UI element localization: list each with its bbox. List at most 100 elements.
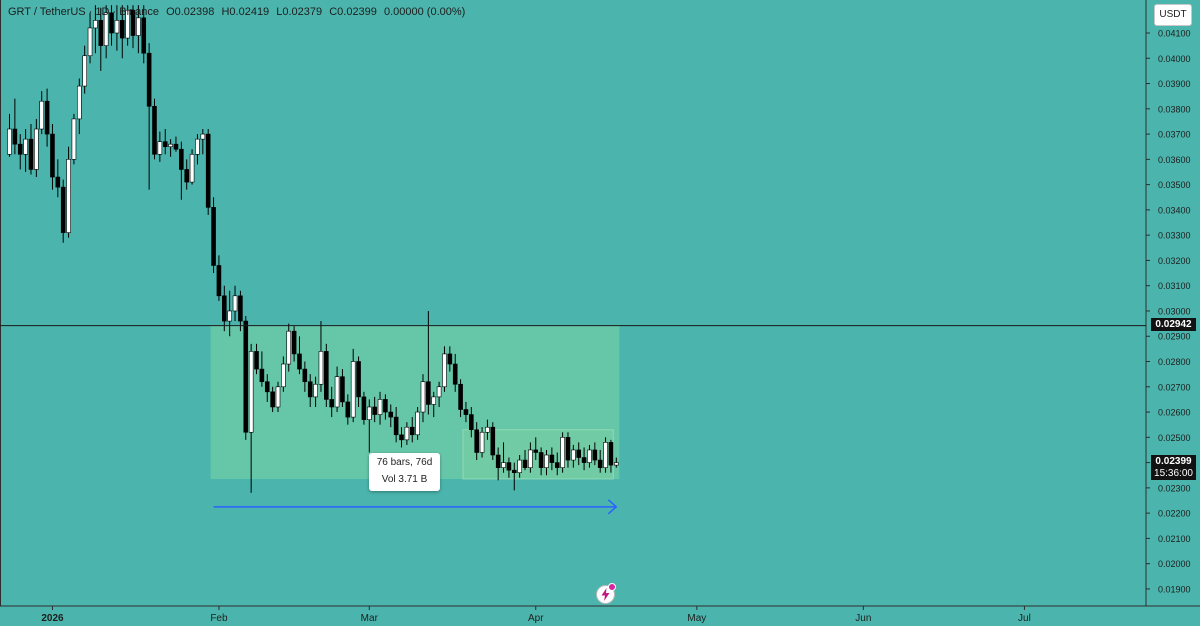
candle	[93, 5, 98, 54]
candle-body	[189, 153, 195, 183]
candle	[34, 118, 39, 178]
candle	[549, 447, 555, 471]
candle	[506, 457, 512, 478]
candle-body	[479, 431, 485, 453]
y-tick-label: 0.02700	[1158, 382, 1191, 392]
candle-body	[528, 449, 533, 468]
flash-icon[interactable]	[596, 583, 616, 604]
candle	[243, 316, 249, 440]
candle	[297, 336, 302, 375]
candle-body	[324, 351, 329, 400]
candle	[383, 394, 388, 420]
candle-body	[302, 368, 308, 383]
candle-body	[399, 434, 404, 441]
candle	[254, 343, 259, 375]
candle-body	[297, 353, 302, 370]
candle-body	[152, 105, 157, 155]
candle-body	[377, 399, 383, 415]
y-tick-label: 0.02300	[1158, 483, 1191, 493]
candle	[399, 427, 404, 448]
candle-body	[103, 12, 109, 46]
candle	[393, 406, 399, 443]
x-tick-label: Jun	[855, 613, 871, 624]
price-axis-panel[interactable]	[1146, 0, 1200, 606]
candle	[442, 346, 447, 392]
candle-body	[157, 141, 163, 155]
candle	[23, 129, 28, 172]
y-tick-label: 0.03800	[1158, 104, 1191, 114]
x-tick-label: Feb	[210, 613, 228, 624]
candle	[571, 444, 576, 468]
candle-body	[517, 459, 522, 473]
candle-body	[211, 207, 216, 266]
candle-body	[350, 361, 356, 418]
y-tick-label: 0.03200	[1158, 256, 1191, 266]
y-tick-label: 0.02800	[1158, 357, 1191, 367]
open-value: O0.02398	[166, 6, 215, 18]
candle-body	[216, 265, 222, 297]
candle	[248, 343, 254, 493]
candle-body	[511, 469, 517, 473]
y-tick-label: 0.02100	[1158, 534, 1191, 544]
candle	[270, 386, 275, 413]
symbol-label[interactable]: GRT / TetherUS · 1D · Binance	[8, 6, 160, 18]
candle-body	[109, 12, 114, 34]
candle-body	[603, 442, 608, 468]
candle-body	[28, 138, 34, 170]
measure-arrow[interactable]	[213, 499, 618, 515]
candle-body	[442, 353, 447, 388]
time-axis-ticks: 2026 Feb Mar Apr May Jun Jul	[41, 606, 1031, 624]
candle	[119, 5, 125, 59]
candle-body	[275, 386, 281, 408]
candle	[597, 449, 603, 473]
candle-body	[458, 383, 463, 410]
candle-body	[130, 9, 136, 36]
candle-body	[281, 363, 286, 388]
candle	[372, 396, 377, 423]
candle	[313, 376, 318, 407]
x-tick-label: Mar	[361, 613, 379, 624]
candle-body	[270, 391, 275, 408]
candle	[495, 447, 501, 481]
candle-body	[44, 100, 50, 135]
arrow-head	[607, 499, 618, 515]
candle-body	[436, 386, 442, 398]
candle-body	[168, 143, 173, 148]
candle	[12, 98, 18, 155]
candle-body	[597, 459, 603, 468]
candle-body	[125, 9, 130, 39]
candle-body	[39, 100, 45, 130]
candle	[415, 406, 420, 440]
high-value: H0.02419	[221, 6, 270, 18]
candle	[125, 5, 130, 46]
candle-body	[544, 454, 549, 468]
candle-body	[179, 148, 184, 170]
y-tick-label: 0.03000	[1158, 306, 1191, 316]
y-tick-label: 0.03400	[1158, 205, 1191, 215]
candle-body	[307, 381, 313, 398]
candle	[377, 391, 383, 425]
candle-body	[286, 330, 292, 365]
candle	[286, 323, 292, 372]
symbol-header: GRT / TetherUS · 1D · Binance O0.02398 H…	[8, 6, 469, 18]
candle-body	[259, 368, 265, 383]
candle	[554, 452, 560, 476]
candle	[168, 139, 173, 157]
candle	[130, 5, 136, 49]
candle-body	[119, 20, 125, 39]
currency-button[interactable]: USDT	[1154, 4, 1192, 26]
candle	[576, 442, 582, 466]
candle-body	[146, 52, 152, 107]
x-tick-label: Jul	[1018, 613, 1031, 624]
candle-body	[254, 351, 259, 370]
candle-body	[495, 454, 501, 468]
x-tick-label: May	[687, 613, 706, 624]
candle-body	[426, 381, 431, 405]
candle-body	[248, 351, 254, 433]
candle	[404, 422, 410, 445]
x-tick-label: Apr	[528, 613, 544, 624]
candle	[614, 457, 619, 468]
y-tick-label: 0.02900	[1158, 332, 1191, 342]
